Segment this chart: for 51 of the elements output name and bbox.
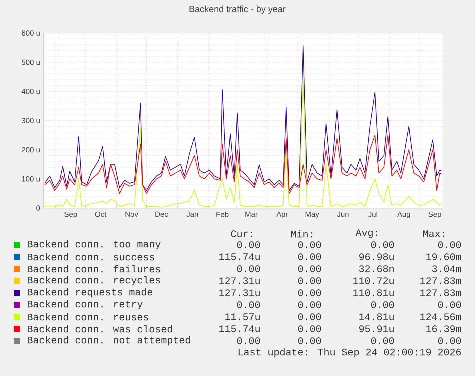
legend-label: Backend conn. was closed <box>28 325 172 333</box>
text: 0.00 <box>298 338 322 344</box>
text: 127.31u <box>220 290 260 296</box>
text: Min: <box>291 230 312 238</box>
text: 0.00 <box>237 266 260 272</box>
text: Cur: <box>231 230 252 238</box>
legend-label: Backend conn. too many <box>28 240 161 250</box>
text: 16.39m <box>426 326 462 332</box>
text: 3.04m <box>432 266 462 272</box>
legend-label: Backend requests made <box>28 288 153 298</box>
legend-label: Backend conn. retry <box>28 300 143 310</box>
legend-label: Backend conn. recycles <box>28 276 160 286</box>
text: 127.83m <box>420 278 462 284</box>
text: 110.81u <box>354 290 394 296</box>
text: 32.68n <box>359 266 394 272</box>
text: 115.74u <box>220 326 260 332</box>
chart-title: Backend traffic - by year <box>190 6 286 14</box>
text: 96.98u <box>359 254 394 260</box>
text: 11.57u <box>226 314 260 320</box>
text: 19.60m <box>426 254 462 260</box>
text: 0.00 <box>237 302 260 308</box>
text: 0.00 <box>298 278 322 284</box>
text: 0.00 <box>298 254 322 260</box>
text: 0.00 <box>298 326 322 332</box>
text: 0.00 <box>438 302 462 308</box>
text: 0.00 <box>237 242 260 248</box>
legend-label: Backend conn. success <box>28 253 154 261</box>
text: 127.83m <box>420 290 462 296</box>
text: Last update: Thu Sep 24 02:00:19 2026 <box>238 348 462 358</box>
text: 0.00 <box>371 242 394 248</box>
text: 0.00 <box>298 314 322 320</box>
legend-label: Backend conn. reuses <box>28 313 148 321</box>
text: 0.00 <box>371 338 394 344</box>
text: 0.00 <box>298 242 322 248</box>
text: 0.00 <box>298 266 322 272</box>
text: Max: <box>423 230 444 238</box>
text: 115.74u <box>220 254 260 260</box>
text: 0.00 <box>438 242 462 248</box>
text: 0.00 <box>237 338 260 344</box>
legend-label: Backend conn. failures <box>28 265 160 273</box>
text: Avg: <box>356 230 378 238</box>
text: 127.31u <box>220 278 260 284</box>
text: 124.56m <box>420 314 462 320</box>
text: 0.00 <box>298 290 322 296</box>
text: 0.00 <box>371 302 394 308</box>
legend-label: Backend conn. not attempted <box>28 336 190 346</box>
text: 95.91u <box>359 326 394 332</box>
text: 0.00 <box>438 338 462 344</box>
text: 0.00 <box>298 302 322 308</box>
text: 110.72u <box>354 278 394 284</box>
text: 14.81u <box>360 314 394 320</box>
